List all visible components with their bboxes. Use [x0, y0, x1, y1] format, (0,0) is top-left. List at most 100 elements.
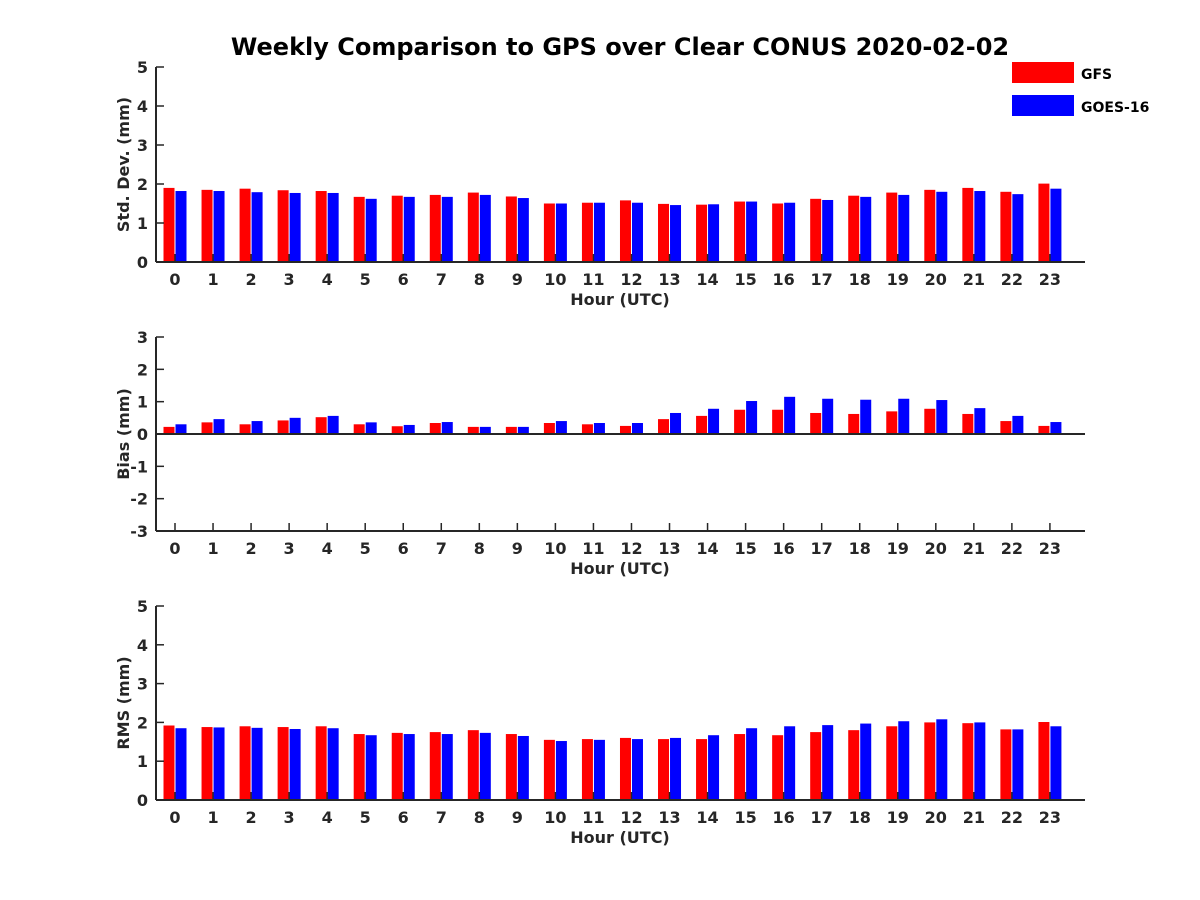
bias-bar-goes16-2: [251, 421, 263, 434]
bias-bar-gfs-10: [543, 423, 555, 434]
bias-bar-goes16-17: [822, 398, 834, 434]
std-dev-bar-goes16-18: [860, 196, 872, 262]
bias-bar-goes16-18: [860, 399, 872, 434]
bias-x-tick-label: 2: [246, 539, 257, 558]
bias-bar-gfs-19: [886, 411, 898, 434]
rms-bar-gfs-4: [315, 726, 327, 800]
bias-bar-gfs-12: [619, 425, 631, 434]
bias-bar-goes16-13: [670, 412, 682, 434]
bias-bar-gfs-7: [429, 423, 441, 434]
std-dev-bar-goes16-17: [822, 199, 834, 262]
bias-bar-gfs-16: [772, 409, 784, 434]
rms-bar-gfs-13: [658, 739, 670, 800]
bias-x-tick-label: 6: [398, 539, 409, 558]
std-dev-bar-goes16-8: [479, 194, 491, 262]
bias-x-tick-label: 13: [658, 539, 680, 558]
std-dev-bar-goes16-10: [555, 203, 567, 262]
std-dev-bar-goes16-2: [251, 192, 263, 262]
bias-bar-goes16-4: [327, 415, 339, 434]
rms-bar-gfs-22: [1000, 729, 1012, 800]
rms-bar-goes16-19: [898, 721, 910, 800]
rms-x-tick-label: 0: [169, 808, 180, 827]
bias-y-tick-label: 3: [137, 328, 148, 347]
bias-bar-goes16-21: [974, 408, 986, 434]
bias-bar-gfs-9: [505, 426, 517, 434]
rms-x-tick-label: 7: [436, 808, 447, 827]
rms-bar-gfs-9: [505, 734, 517, 800]
bias-y-tick-label: 0: [137, 425, 148, 444]
std-dev-x-tick-label: 12: [620, 270, 642, 289]
bias-bar-gfs-3: [277, 420, 289, 434]
rms-bar-gfs-7: [429, 732, 441, 800]
bias-bar-goes16-16: [784, 396, 796, 434]
std-dev-x-tick-label: 10: [544, 270, 566, 289]
rms-x-tick-label: 21: [963, 808, 985, 827]
std-dev-bar-gfs-9: [505, 196, 517, 262]
bias-bar-goes16-7: [441, 422, 453, 434]
std-dev-bar-gfs-13: [658, 203, 670, 262]
bias-y-tick-label: 1: [137, 393, 148, 412]
rms-bar-goes16-4: [327, 728, 339, 800]
bias-x-tick-label: 21: [963, 539, 985, 558]
std-dev-y-tick-label: 3: [137, 136, 148, 155]
rms-x-tick-label: 11: [582, 808, 604, 827]
std-dev-bar-goes16-9: [517, 198, 529, 262]
std-dev-bar-gfs-17: [810, 198, 822, 262]
bias-x-tick-label: 22: [1001, 539, 1023, 558]
legend-label-gfs: GFS: [1081, 67, 1112, 83]
rms-bar-gfs-15: [734, 734, 746, 800]
rms-x-tick-label: 3: [284, 808, 295, 827]
std-dev-bar-gfs-6: [391, 195, 403, 262]
std-dev-x-tick-label: 0: [169, 270, 180, 289]
std-dev-bar-goes16-4: [327, 192, 339, 262]
std-dev-x-tick-label: 6: [398, 270, 409, 289]
rms-bar-gfs-8: [467, 730, 479, 800]
legend-swatch-goes16: [1012, 95, 1074, 116]
bias-bar-goes16-23: [1050, 422, 1062, 434]
bias-x-axis-label: Hour (UTC): [570, 559, 670, 578]
bias-bar-gfs-5: [353, 424, 365, 434]
bias-bar-gfs-14: [696, 415, 708, 434]
rms-bar-goes16-20: [936, 719, 948, 800]
rms-bar-gfs-21: [962, 723, 974, 800]
std-dev-x-tick-label: 15: [734, 270, 756, 289]
std-dev-bar-gfs-16: [772, 203, 784, 262]
bias-bar-gfs-23: [1038, 425, 1050, 434]
bias-bar-goes16-12: [631, 423, 643, 434]
rms-bar-goes16-18: [860, 723, 872, 800]
std-dev-bar-gfs-11: [581, 202, 593, 262]
std-dev-bar-gfs-3: [277, 190, 289, 262]
rms-bar-goes16-0: [175, 728, 187, 800]
std-dev-y-tick-label: 0: [137, 253, 148, 272]
bias-y-axis-label: Bias (mm): [114, 388, 133, 480]
std-dev-bar-gfs-22: [1000, 191, 1012, 262]
rms-bar-gfs-11: [581, 739, 593, 800]
rms-x-axis-label: Hour (UTC): [570, 828, 670, 847]
rms-x-tick-label: 18: [849, 808, 871, 827]
rms-x-tick-label: 17: [811, 808, 833, 827]
std-dev-x-tick-label: 4: [322, 270, 333, 289]
std-dev-x-tick-label: 13: [658, 270, 680, 289]
rms-bar-goes16-1: [213, 727, 225, 800]
std-dev-x-tick-label: 20: [925, 270, 947, 289]
rms-x-tick-label: 12: [620, 808, 642, 827]
bias-y-tick-label: -2: [130, 490, 148, 509]
bias-x-tick-label: 0: [169, 539, 180, 558]
rms-bar-gfs-17: [810, 732, 822, 800]
bias-bar-gfs-18: [848, 413, 860, 434]
rms-y-tick-label: 1: [137, 752, 148, 771]
std-dev-bar-gfs-8: [467, 192, 479, 262]
bias-bar-goes16-5: [365, 422, 377, 434]
rms-bar-gfs-6: [391, 732, 403, 800]
bias-x-tick-label: 14: [696, 539, 718, 558]
std-dev-bar-goes16-6: [403, 196, 415, 262]
std-dev-bar-goes16-7: [441, 196, 453, 262]
std-dev-x-tick-label: 1: [207, 270, 218, 289]
bias-bar-gfs-21: [962, 413, 974, 434]
rms-x-tick-label: 2: [246, 808, 257, 827]
legend-label-goes16: GOES-16: [1081, 100, 1149, 116]
std-dev-x-tick-label: 19: [887, 270, 909, 289]
bias-bar-gfs-22: [1000, 421, 1012, 434]
std-dev-bar-goes16-14: [708, 204, 720, 262]
